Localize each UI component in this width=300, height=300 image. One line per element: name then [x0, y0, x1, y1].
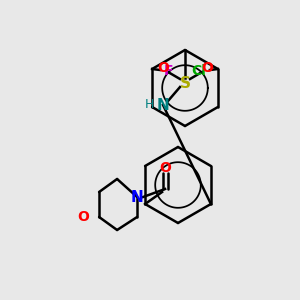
Text: O: O: [157, 61, 169, 75]
Text: O: O: [159, 161, 171, 175]
Text: N: N: [157, 98, 169, 112]
Text: Cl: Cl: [191, 64, 206, 78]
Text: O: O: [77, 210, 89, 224]
Text: F: F: [164, 64, 174, 78]
Text: N: N: [131, 190, 143, 205]
Text: O: O: [201, 61, 213, 75]
Text: H: H: [145, 98, 154, 112]
Text: S: S: [179, 76, 191, 91]
